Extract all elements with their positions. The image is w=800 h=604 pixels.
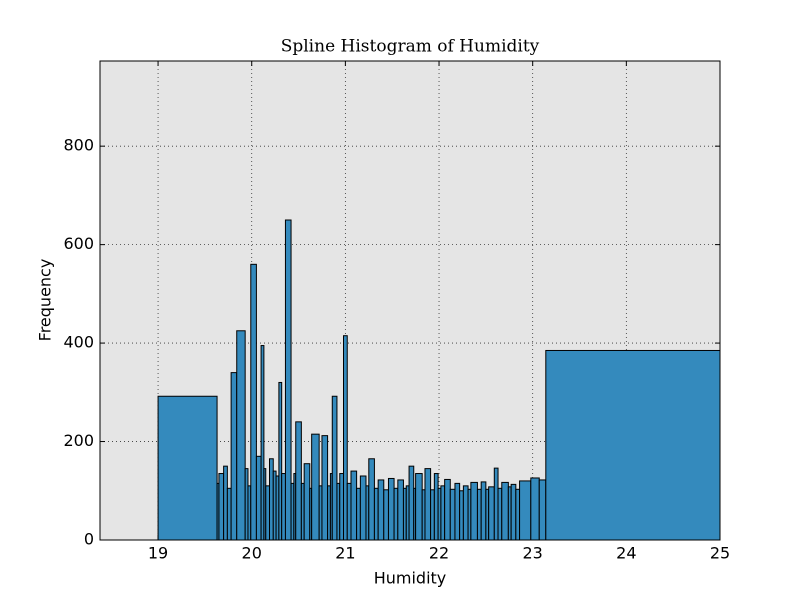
bar — [223, 465, 228, 541]
bar — [383, 489, 389, 541]
bar — [269, 458, 274, 541]
bar — [218, 473, 225, 541]
x-tick-label: 25 — [710, 544, 730, 563]
bar — [510, 483, 517, 541]
bar — [303, 463, 311, 541]
bar — [350, 470, 358, 541]
bar — [339, 473, 345, 541]
bar — [433, 473, 439, 541]
x-axis-label: Humidity — [374, 569, 447, 588]
y-tick-label: 800 — [63, 136, 94, 155]
bar — [359, 475, 367, 541]
bar — [430, 489, 435, 541]
bar — [449, 488, 456, 541]
bar — [488, 486, 495, 541]
bar — [515, 488, 521, 541]
bar — [281, 473, 286, 541]
x-tick-label: 23 — [523, 544, 543, 563]
bar — [462, 485, 469, 541]
bar — [480, 481, 487, 541]
bar — [459, 490, 464, 541]
y-tick-label: 0 — [84, 530, 94, 549]
bar — [424, 468, 432, 541]
bar — [530, 477, 540, 541]
bar — [284, 219, 292, 541]
bar — [387, 477, 395, 541]
bar — [368, 458, 375, 541]
x-tick-label: 19 — [148, 544, 168, 563]
bar — [538, 479, 547, 541]
bar — [321, 435, 329, 541]
bar — [519, 480, 532, 541]
x-tick-label: 22 — [429, 544, 449, 563]
bar — [501, 481, 509, 541]
bar — [230, 372, 238, 541]
bar — [373, 487, 379, 541]
y-tick-label: 400 — [63, 333, 94, 352]
bar — [346, 482, 352, 541]
plot-frame — [99, 60, 721, 541]
bar — [331, 395, 338, 541]
bar — [408, 465, 415, 541]
bar — [157, 395, 218, 541]
x-tick-label: 21 — [335, 544, 355, 563]
bar — [393, 487, 399, 541]
bar — [545, 349, 721, 541]
x-tick-label: 20 — [242, 544, 262, 563]
bar — [250, 263, 257, 541]
bar — [265, 485, 271, 541]
bar — [397, 479, 404, 541]
chart-title: Spline Histogram of Humidity — [281, 37, 540, 57]
y-tick-label: 600 — [63, 234, 94, 253]
bar — [493, 467, 499, 541]
bar — [497, 487, 503, 541]
y-axis-label: Frequency — [36, 259, 55, 342]
x-tick-label: 24 — [616, 544, 636, 563]
bar — [311, 433, 320, 541]
bar — [476, 488, 482, 541]
bar — [444, 478, 451, 541]
bar — [415, 473, 423, 541]
bar — [255, 455, 262, 541]
bar — [343, 335, 348, 541]
bar — [226, 487, 232, 541]
bar — [377, 479, 385, 541]
bar — [454, 482, 461, 541]
y-tick-label: 200 — [63, 431, 94, 450]
bar — [236, 330, 246, 541]
bar — [295, 421, 302, 541]
bar — [440, 485, 446, 541]
bar — [470, 481, 478, 541]
bar — [356, 487, 361, 541]
